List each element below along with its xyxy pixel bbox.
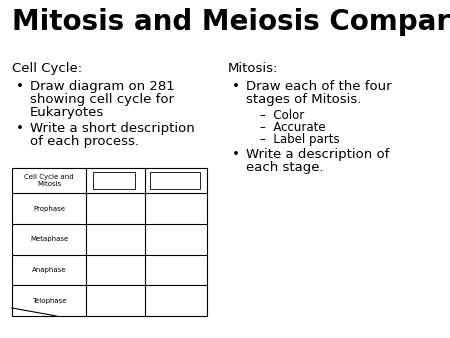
Bar xyxy=(93,172,135,189)
Text: •: • xyxy=(232,148,240,161)
Text: Drawings: Drawings xyxy=(99,177,132,184)
Bar xyxy=(149,172,199,189)
Text: Mitosis and Meiosis Comparison: Mitosis and Meiosis Comparison xyxy=(12,8,450,36)
Text: –  Label parts: – Label parts xyxy=(260,133,340,146)
Text: Draw each of the four: Draw each of the four xyxy=(246,80,392,93)
Text: Mitosis:: Mitosis: xyxy=(228,62,279,75)
Text: Metaphase: Metaphase xyxy=(30,236,68,242)
Text: •: • xyxy=(232,80,240,93)
Bar xyxy=(12,168,207,316)
Text: Cell Cycle and
Mitosis: Cell Cycle and Mitosis xyxy=(24,174,74,187)
Text: Write a short description: Write a short description xyxy=(30,122,195,135)
Text: Anaphase: Anaphase xyxy=(32,267,66,273)
Text: Draw diagram on 281: Draw diagram on 281 xyxy=(30,80,175,93)
Text: Cell Cycle:: Cell Cycle: xyxy=(12,62,82,75)
Text: Telophase: Telophase xyxy=(32,298,66,304)
Text: showing cell cycle for: showing cell cycle for xyxy=(30,93,174,106)
Text: Prophase: Prophase xyxy=(33,206,65,212)
Text: –  Accurate: – Accurate xyxy=(260,121,326,134)
Text: of each process.: of each process. xyxy=(30,135,139,148)
Text: •: • xyxy=(16,80,24,93)
Text: each stage.: each stage. xyxy=(246,161,324,174)
Text: –  Color: – Color xyxy=(260,109,304,122)
Text: stages of Mitosis.: stages of Mitosis. xyxy=(246,93,361,106)
Text: Write a description of: Write a description of xyxy=(246,148,389,161)
Text: •: • xyxy=(16,122,24,135)
Text: Explanations: Explanations xyxy=(153,177,198,184)
Text: Eukaryotes: Eukaryotes xyxy=(30,106,104,119)
